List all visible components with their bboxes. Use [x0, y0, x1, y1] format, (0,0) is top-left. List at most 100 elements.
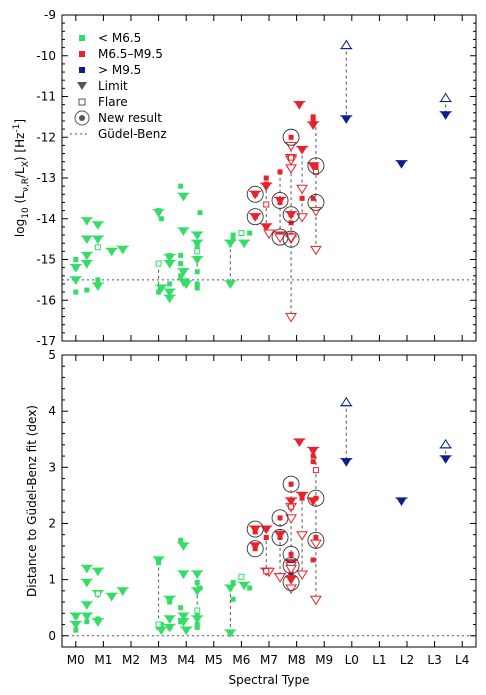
data-point	[194, 579, 200, 585]
y-tick-label: -13	[36, 171, 56, 185]
limit-open-up-marker	[439, 438, 452, 449]
y-tick-label: 0	[48, 629, 56, 643]
limit-marker	[396, 160, 407, 169]
limit-marker	[181, 280, 192, 289]
flare-point	[94, 244, 101, 251]
data-point	[156, 289, 162, 295]
legend-marker	[79, 67, 85, 73]
data-point	[288, 134, 294, 140]
limit-marker	[164, 254, 175, 263]
limit-marker	[225, 280, 236, 289]
new-result-circle	[282, 557, 300, 575]
limit-marker	[308, 162, 319, 171]
data-point	[178, 273, 184, 279]
limit-marker	[275, 531, 286, 540]
top-data-marks	[69, 39, 452, 323]
flare-point	[94, 590, 101, 597]
data-point	[230, 579, 236, 585]
data-point	[230, 232, 236, 238]
limit-marker	[225, 240, 236, 249]
new-result-circle	[282, 230, 300, 248]
limit-marker	[181, 627, 192, 636]
new-result-circle	[307, 489, 325, 507]
bottom-x-ticks: M0 M1 M2 M3 M4 M5 M6 M7 M8 M9 L0 L1 L2 L3 L4	[67, 355, 469, 667]
bottom-panel: 0 1 2 3 4 5 M0 M1 M2 M3 M4 M5 M6 M7 M8 M9 L0 L1 L2 L3 L4 Di…	[25, 348, 477, 687]
legend-label: New result	[98, 111, 162, 125]
limit-marker	[286, 211, 297, 220]
x-tick-label: M7	[260, 653, 278, 667]
bottom-data-marks	[69, 396, 452, 638]
new-result-circle	[271, 191, 289, 209]
data-point	[73, 289, 79, 295]
limit-marker	[81, 579, 92, 588]
data-point	[247, 585, 253, 591]
data-point	[194, 285, 200, 291]
data-point	[73, 257, 79, 262]
limit-open-marker	[274, 573, 286, 583]
x-tick-label: M5	[205, 653, 223, 667]
limit-marker	[81, 252, 92, 261]
new-result-circle	[282, 475, 300, 493]
legend: < M6.5 M6.5–M9.5 > M9.5 Limit Flare New resul…	[70, 31, 167, 141]
limit-marker	[117, 246, 128, 255]
x-tick-label: L4	[455, 653, 469, 667]
legend-marker	[78, 98, 86, 106]
x-tick-label: M3	[150, 653, 168, 667]
data-point	[310, 453, 316, 459]
data-point	[299, 195, 305, 201]
data-point	[178, 183, 184, 189]
bottom-connectors	[158, 402, 447, 633]
limit-marker	[341, 115, 352, 124]
new-result-circle	[246, 208, 264, 226]
data-point	[310, 195, 316, 201]
new-result-circle	[246, 540, 264, 558]
limit-open-marker	[296, 570, 309, 580]
limit-marker	[294, 101, 305, 110]
limit-marker	[261, 526, 272, 535]
new-result-circle	[271, 228, 289, 246]
x-tick-label: L2	[400, 653, 414, 667]
limit-marker	[81, 217, 92, 226]
bottom-plot-frame	[61, 354, 477, 648]
new-result-circle	[246, 185, 264, 203]
limit-marker	[250, 191, 261, 200]
limit-open-marker	[285, 233, 297, 244]
limit-open-up-marker	[439, 92, 452, 103]
limit-marker	[239, 240, 250, 249]
limit-marker	[178, 227, 189, 236]
limit-marker	[70, 264, 81, 273]
data-point	[277, 169, 283, 175]
limit-open-marker	[310, 245, 322, 256]
limit-marker	[164, 295, 175, 304]
limit-marker	[164, 289, 175, 298]
data-point	[167, 281, 173, 287]
limit-marker	[81, 613, 92, 622]
limit-marker	[164, 596, 175, 605]
flare-point	[155, 260, 162, 267]
x-tick-label: M8	[288, 653, 306, 667]
data-point	[288, 551, 294, 557]
y-tick-label: -16	[36, 293, 56, 307]
limit-marker	[81, 236, 92, 245]
legend-marker-dot	[79, 115, 85, 121]
limit-open-marker	[263, 229, 275, 239]
limit-marker	[70, 276, 81, 285]
limit-marker	[92, 221, 103, 230]
limit-marker	[225, 585, 236, 594]
y-tick-label: 5	[48, 348, 56, 362]
data-point	[84, 619, 90, 625]
legend-marker	[74, 110, 90, 126]
x-tick-label: L1	[372, 653, 386, 667]
new-result-circle	[271, 509, 289, 527]
limit-open-marker	[285, 564, 297, 575]
limit-open-marker	[285, 141, 297, 152]
data-point	[247, 230, 253, 236]
limit-open-marker	[274, 233, 286, 244]
x-tick-label: L0	[345, 653, 359, 667]
data-point	[194, 269, 200, 275]
limit-marker	[239, 582, 250, 591]
limit-open-up-marker	[340, 396, 353, 407]
limit-open-marker	[285, 584, 297, 594]
limit-marker	[117, 587, 128, 596]
